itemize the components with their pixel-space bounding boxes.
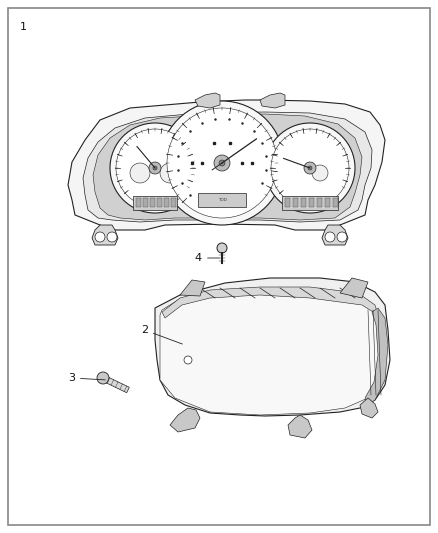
Bar: [171, 198, 176, 207]
Circle shape: [116, 129, 194, 207]
Circle shape: [337, 232, 347, 242]
Polygon shape: [93, 114, 362, 220]
Bar: [285, 198, 290, 207]
Polygon shape: [155, 278, 390, 416]
Bar: [317, 198, 322, 207]
Polygon shape: [68, 100, 385, 230]
Bar: [333, 198, 338, 207]
Bar: [157, 198, 162, 207]
Circle shape: [107, 232, 117, 242]
Text: 1: 1: [20, 22, 27, 32]
Circle shape: [130, 163, 150, 183]
Bar: [198, 193, 246, 207]
Polygon shape: [260, 93, 285, 108]
Bar: [293, 198, 298, 207]
Polygon shape: [180, 280, 205, 296]
Circle shape: [167, 108, 277, 218]
Polygon shape: [170, 408, 200, 432]
Bar: [136, 198, 141, 207]
Circle shape: [312, 165, 328, 181]
Circle shape: [149, 162, 161, 174]
Polygon shape: [360, 398, 378, 418]
Circle shape: [160, 101, 284, 225]
Polygon shape: [340, 278, 368, 298]
Circle shape: [97, 372, 109, 384]
Bar: [301, 198, 306, 207]
Bar: [325, 198, 330, 207]
Circle shape: [271, 129, 349, 207]
Polygon shape: [160, 290, 383, 415]
Circle shape: [219, 160, 225, 166]
Circle shape: [160, 163, 180, 183]
Polygon shape: [322, 225, 348, 245]
Circle shape: [95, 232, 105, 242]
Bar: [143, 198, 148, 207]
Text: 3: 3: [68, 373, 105, 383]
Text: 4: 4: [195, 253, 219, 263]
Circle shape: [153, 166, 157, 170]
Polygon shape: [365, 308, 388, 405]
Circle shape: [217, 243, 227, 253]
Circle shape: [110, 123, 200, 213]
Polygon shape: [83, 112, 372, 222]
Polygon shape: [92, 225, 118, 245]
Polygon shape: [288, 415, 312, 438]
Bar: [282, 196, 338, 210]
Bar: [164, 198, 169, 207]
Bar: [150, 198, 155, 207]
Polygon shape: [162, 287, 378, 318]
Circle shape: [265, 123, 355, 213]
Text: 2: 2: [141, 325, 182, 344]
Polygon shape: [102, 375, 129, 393]
Circle shape: [184, 356, 192, 364]
Text: TOD: TOD: [218, 198, 226, 202]
Circle shape: [214, 155, 230, 171]
Bar: [309, 198, 314, 207]
Bar: [133, 196, 177, 210]
Circle shape: [325, 232, 335, 242]
Polygon shape: [195, 93, 220, 108]
Circle shape: [304, 162, 316, 174]
Circle shape: [308, 166, 312, 170]
